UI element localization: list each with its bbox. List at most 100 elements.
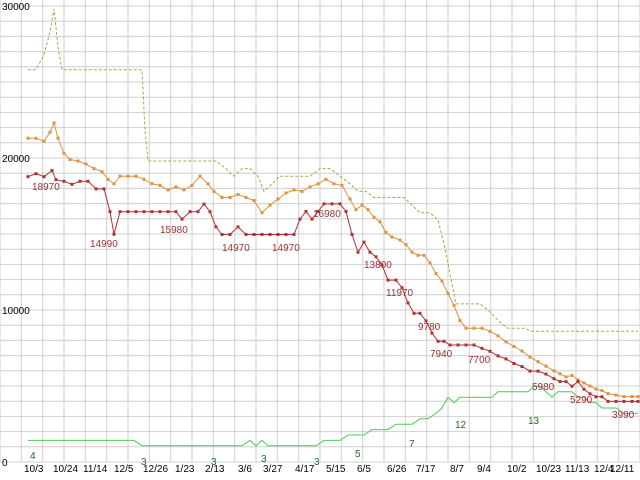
avg-price-marker	[118, 174, 122, 178]
avg-price-marker	[384, 231, 388, 234]
y-axis-tick-label: 10000	[2, 306, 30, 317]
price-point-label: 14970	[272, 243, 300, 254]
count-point-label: 3	[314, 457, 320, 468]
avg-price-marker	[276, 197, 280, 201]
min-price-marker	[316, 210, 320, 213]
min-price-marker	[520, 365, 524, 368]
min-price-marker	[268, 233, 272, 236]
avg-price-marker	[564, 375, 568, 379]
avg-price-marker	[630, 395, 634, 399]
avg-price-marker	[398, 238, 402, 242]
avg-price-marker	[206, 182, 210, 186]
count-point-label: 7	[409, 439, 415, 450]
avg-price-marker	[62, 151, 66, 155]
avg-price-marker	[614, 393, 618, 397]
min-price-marker	[496, 354, 500, 358]
avg-price-marker	[134, 174, 138, 178]
avg-price-marker	[636, 395, 640, 399]
avg-price-marker	[528, 355, 532, 359]
min-price-marker	[134, 210, 138, 214]
avg-price-marker	[428, 261, 432, 265]
avg-price-marker	[504, 340, 508, 344]
price-point-label: 7940	[430, 349, 453, 360]
price-point-label: 14970	[222, 243, 250, 254]
x-axis-tick-label: 10/2	[507, 464, 527, 475]
avg-price-marker	[416, 253, 420, 257]
avg-price-marker	[300, 189, 304, 193]
min-price-marker	[504, 357, 508, 361]
avg-price-marker	[410, 250, 414, 254]
min-price-marker	[78, 179, 82, 183]
min-price-marker	[368, 250, 372, 254]
avg-price-marker	[434, 272, 438, 275]
min-price-marker	[112, 232, 116, 236]
min-price-marker	[472, 343, 476, 347]
min-price-marker	[310, 217, 314, 221]
avg-price-marker	[536, 360, 540, 364]
min-price-marker	[54, 178, 58, 182]
price-point-label: 18970	[32, 182, 60, 193]
x-axis-tick-label: 11/13	[565, 464, 590, 475]
min-price-marker	[600, 395, 604, 399]
x-axis-tick-label: 6/26	[387, 464, 407, 475]
avg-price-marker	[212, 189, 216, 193]
min-price-marker	[298, 217, 302, 221]
avg-price-marker	[366, 208, 370, 212]
avg-price-marker	[360, 203, 364, 207]
avg-price-marker	[390, 235, 394, 239]
min-price-marker	[304, 210, 308, 213]
min-price-marker	[536, 369, 540, 373]
min-price-marker	[34, 172, 38, 176]
avg-price-marker	[158, 183, 162, 187]
avg-price-marker	[440, 279, 444, 283]
count-point-label: 12	[455, 420, 467, 431]
min-price-marker	[150, 210, 154, 214]
price-point-label: 15980	[160, 225, 188, 236]
min-price-marker	[442, 339, 446, 343]
min-price-marker	[350, 233, 354, 236]
min-price-marker	[406, 301, 410, 305]
min-price-marker	[606, 399, 610, 403]
avg-price-marker	[570, 373, 574, 377]
min-price-marker	[544, 372, 548, 376]
avg-price-marker	[106, 177, 110, 181]
store-count-line	[28, 385, 638, 447]
min-price-marker	[42, 175, 46, 179]
avg-price-marker	[496, 334, 500, 338]
avg-price-marker	[92, 167, 96, 171]
avg-price-marker	[512, 345, 516, 348]
min-price-marker	[552, 377, 556, 381]
avg-price-marker	[100, 170, 104, 174]
avg-price-marker	[68, 158, 72, 161]
x-axis-tick-label: 1/23	[175, 464, 195, 475]
min-price-marker	[512, 362, 516, 365]
avg-price-marker	[340, 183, 344, 187]
min-price-marker	[582, 387, 586, 391]
min-price-marker	[456, 343, 460, 347]
min-price-marker	[614, 399, 618, 403]
count-point-label: 3	[141, 457, 147, 468]
avg-price-marker	[174, 185, 178, 189]
avg-price-marker	[236, 193, 240, 196]
x-axis-tick-label: 9/4	[477, 464, 491, 475]
count-point-label: 3	[261, 454, 267, 465]
x-axis-tick-label: 4/17	[295, 464, 315, 475]
price-point-label: 5290	[570, 395, 593, 406]
min-price-marker	[220, 233, 224, 236]
min-price-marker	[118, 210, 122, 214]
min-price-marker	[558, 380, 562, 384]
min-price-marker	[564, 380, 568, 384]
avg-price-marker	[588, 384, 592, 388]
avg-price-marker	[142, 177, 146, 181]
min-price-marker	[70, 182, 74, 186]
min-price-marker	[142, 210, 146, 214]
avg-price-marker	[316, 182, 320, 186]
min-price-marker	[26, 175, 30, 179]
avg-price-marker	[228, 196, 232, 199]
avg-price-marker	[166, 188, 170, 192]
avg-price-marker	[458, 319, 462, 323]
avg-price-marker	[284, 191, 288, 195]
min-price-marker	[400, 286, 404, 290]
min-price-marker	[380, 263, 384, 267]
avg-price-marker	[112, 182, 116, 186]
